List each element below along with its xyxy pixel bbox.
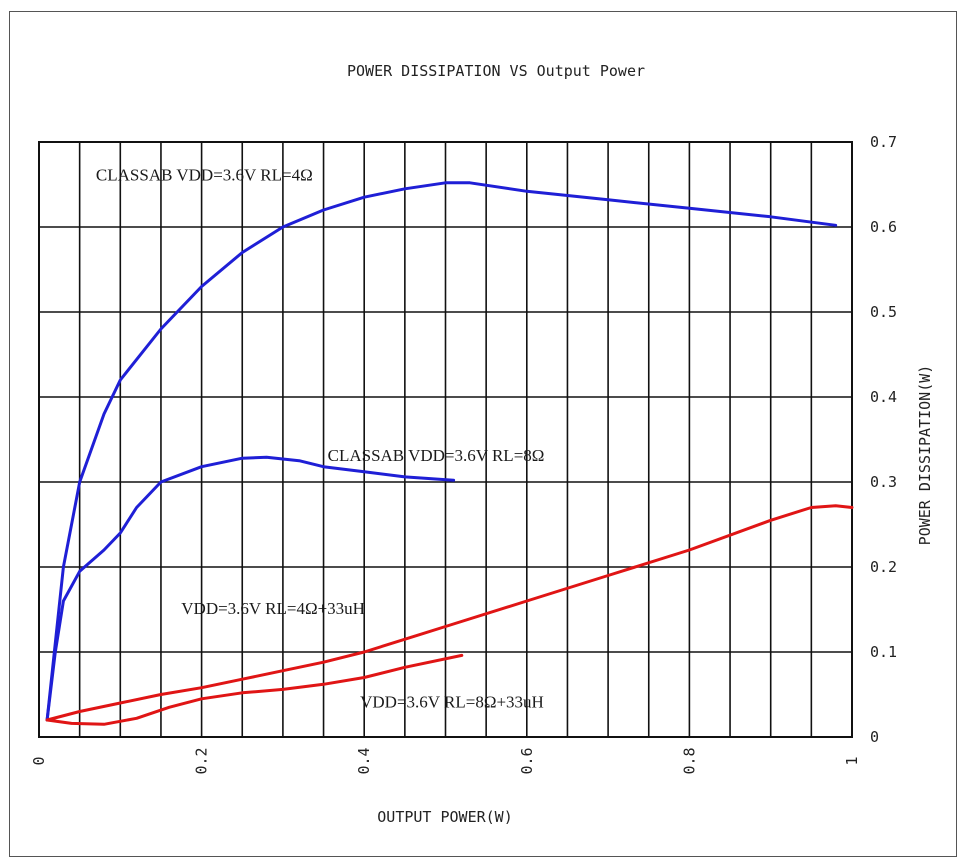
x-tick-label: 0.4: [355, 747, 373, 774]
series-line-3: [45, 504, 854, 722]
x-tick-label: 0.8: [680, 747, 698, 774]
series-annotation-2: CLASSAB VDD=3.6V RL=8Ω: [328, 446, 545, 465]
y-tick-label: 0.5: [870, 303, 897, 321]
x-tick-label: 0.6: [518, 747, 536, 774]
grid: [39, 142, 852, 737]
x-tick-labels: 0 0.2 0.4 0.6 0.8 1: [30, 747, 861, 774]
x-tick-label: 0: [30, 756, 48, 765]
y-axis-label: POWER DISSIPATION(W): [916, 365, 934, 546]
y-tick-label: 0.7: [870, 133, 897, 151]
y-tick-label: 0.3: [870, 473, 897, 491]
x-axis-label: OUTPUT POWER(W): [377, 808, 512, 826]
series-line-2: [45, 455, 456, 722]
y-tick-label: 0.1: [870, 643, 897, 661]
series-annotation-1: CLASSAB VDD=3.6V RL=4Ω: [96, 165, 313, 184]
x-tick-label: 1: [843, 756, 861, 765]
y-tick-label: 0.6: [870, 218, 897, 236]
y-tick-label: 0.2: [870, 558, 897, 576]
series-annotations: CLASSAB VDD=3.6V RL=4Ω CLASSAB VDD=3.6V R…: [96, 165, 545, 711]
y-tick-label: 0: [870, 728, 879, 746]
chart-frame: [9, 11, 957, 857]
series-annotation-4: VDD=3.6V RL=8Ω+33uH: [360, 692, 544, 711]
x-tick-label: 0.2: [193, 747, 211, 774]
chart-title: POWER DISSIPATION VS Output Power: [347, 62, 645, 80]
series-line-1: [45, 181, 838, 722]
y-tick-labels: 0 0.1 0.2 0.3 0.4 0.5 0.6 0.7: [870, 133, 897, 746]
series-annotation-3: VDD=3.6V RL=4Ω+33uH: [181, 599, 365, 618]
series-lines: [45, 181, 854, 726]
series-line-4: [45, 653, 464, 726]
plot-area-border: [38, 141, 853, 738]
y-tick-label: 0.4: [870, 388, 897, 406]
